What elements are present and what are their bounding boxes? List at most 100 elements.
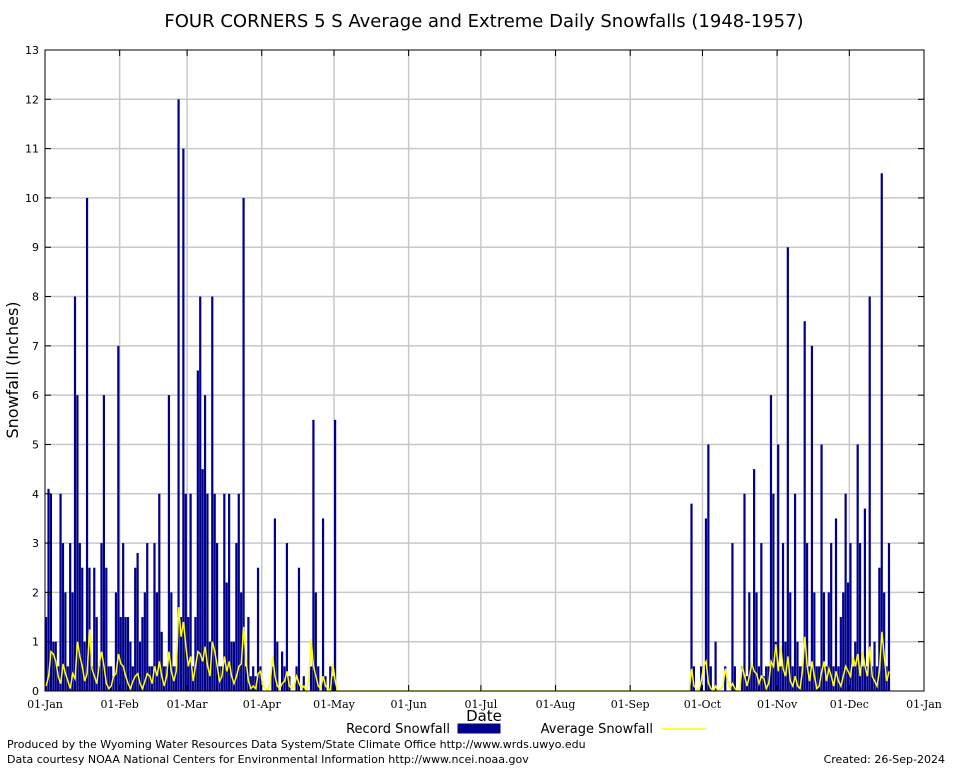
record-bar xyxy=(863,508,867,691)
x-tick-label: 01-Nov xyxy=(757,698,798,711)
x-tick-label: 01-Mar xyxy=(167,698,209,711)
record-bar xyxy=(211,296,214,691)
record-bar xyxy=(765,666,768,691)
record-bar xyxy=(801,666,804,691)
record-bar xyxy=(90,666,93,691)
record-bar xyxy=(858,543,862,691)
record-bar xyxy=(321,518,325,691)
y-tick-label: 3 xyxy=(32,537,39,550)
record-bar xyxy=(136,552,139,691)
record-bar xyxy=(692,666,696,691)
x-tick-label: 01-Sep xyxy=(611,698,650,711)
record-bar xyxy=(753,469,756,691)
record-bar xyxy=(112,676,115,691)
record-bar xyxy=(731,543,734,691)
x-tick-label: 01-Jul xyxy=(465,698,498,711)
record-bar xyxy=(117,345,120,691)
record-bar xyxy=(871,666,874,691)
record-bar xyxy=(317,666,320,691)
record-bar xyxy=(820,444,823,691)
record-bar xyxy=(733,666,736,691)
record-bar xyxy=(69,543,72,691)
record-bar xyxy=(237,493,240,691)
record-bar xyxy=(798,666,801,691)
record-bar xyxy=(220,666,224,691)
record-bar xyxy=(252,666,255,691)
record-bar xyxy=(83,641,86,691)
record-bar xyxy=(177,99,180,692)
legend-record-swatch xyxy=(457,723,501,734)
legend-record-label: Record Snowfall xyxy=(346,722,450,737)
y-tick-label: 5 xyxy=(32,438,39,451)
record-bar xyxy=(97,666,101,691)
y-tick-label: 12 xyxy=(25,93,39,106)
record-bar xyxy=(839,617,842,691)
record-bar xyxy=(273,518,276,691)
record-bar xyxy=(196,370,199,691)
record-bar xyxy=(757,666,761,691)
record-bar xyxy=(155,592,158,691)
record-bar xyxy=(331,676,334,691)
record-bar xyxy=(762,676,765,691)
record-bar xyxy=(868,296,871,691)
record-bar xyxy=(150,666,154,691)
record-bar xyxy=(232,641,236,691)
record-bar xyxy=(223,493,226,691)
record-bar xyxy=(131,666,134,691)
record-bar xyxy=(784,641,787,691)
record-bar xyxy=(73,296,77,691)
y-tick-label: 6 xyxy=(32,389,39,402)
record-bar xyxy=(887,543,891,691)
y-tick-label: 8 xyxy=(32,291,39,304)
y-tick-label: 1 xyxy=(32,636,39,649)
record-bar xyxy=(242,197,245,691)
record-bar xyxy=(76,395,79,691)
record-bar xyxy=(873,641,876,691)
record-bar xyxy=(878,567,881,691)
record-bar xyxy=(750,666,753,691)
record-bar xyxy=(184,493,187,691)
record-bar xyxy=(119,617,122,691)
record-bar xyxy=(822,592,826,691)
record-bar xyxy=(175,666,178,691)
record-bar xyxy=(47,488,50,691)
record-bar xyxy=(779,666,782,691)
x-tick-label: 01-Jan xyxy=(27,698,63,711)
record-bar xyxy=(203,395,207,691)
record-bar xyxy=(832,666,835,691)
record-bar xyxy=(846,582,850,691)
record-bar xyxy=(813,592,816,691)
record-bar xyxy=(815,666,818,691)
record-bar xyxy=(228,493,231,691)
record-bar xyxy=(748,592,751,691)
record-bar xyxy=(276,641,279,691)
x-tick-label: 01-Dec xyxy=(830,698,869,711)
footer-producer: Produced by the Wyoming Water Resources … xyxy=(7,738,586,751)
record-bar xyxy=(805,543,809,691)
record-bar xyxy=(199,296,202,691)
y-tick-label: 0 xyxy=(32,685,39,698)
record-bar xyxy=(861,666,864,691)
record-bar xyxy=(818,666,821,691)
record-bar xyxy=(856,444,859,691)
record-bar xyxy=(849,543,852,691)
record-bar xyxy=(796,641,799,691)
record-bar xyxy=(827,592,830,691)
y-tick-label: 10 xyxy=(25,192,39,205)
record-bar xyxy=(271,666,274,691)
x-tick-label: 01-Oct xyxy=(684,698,722,711)
y-axis-label: Snowfall (Inches) xyxy=(3,301,22,438)
record-bar xyxy=(774,641,777,691)
record-bar xyxy=(110,666,113,691)
y-tick-label: 13 xyxy=(25,44,39,57)
x-tick-label: 01-Jan xyxy=(906,698,942,711)
record-bar xyxy=(254,676,257,691)
record-bar xyxy=(141,617,144,691)
record-bar xyxy=(107,666,110,691)
record-bar xyxy=(312,419,315,691)
footer-data-source: Data courtesy NOAA National Centers for … xyxy=(7,753,529,766)
record-bar xyxy=(194,617,197,691)
record-bar xyxy=(769,395,773,691)
record-bar xyxy=(690,503,693,691)
record-bar xyxy=(78,543,81,691)
